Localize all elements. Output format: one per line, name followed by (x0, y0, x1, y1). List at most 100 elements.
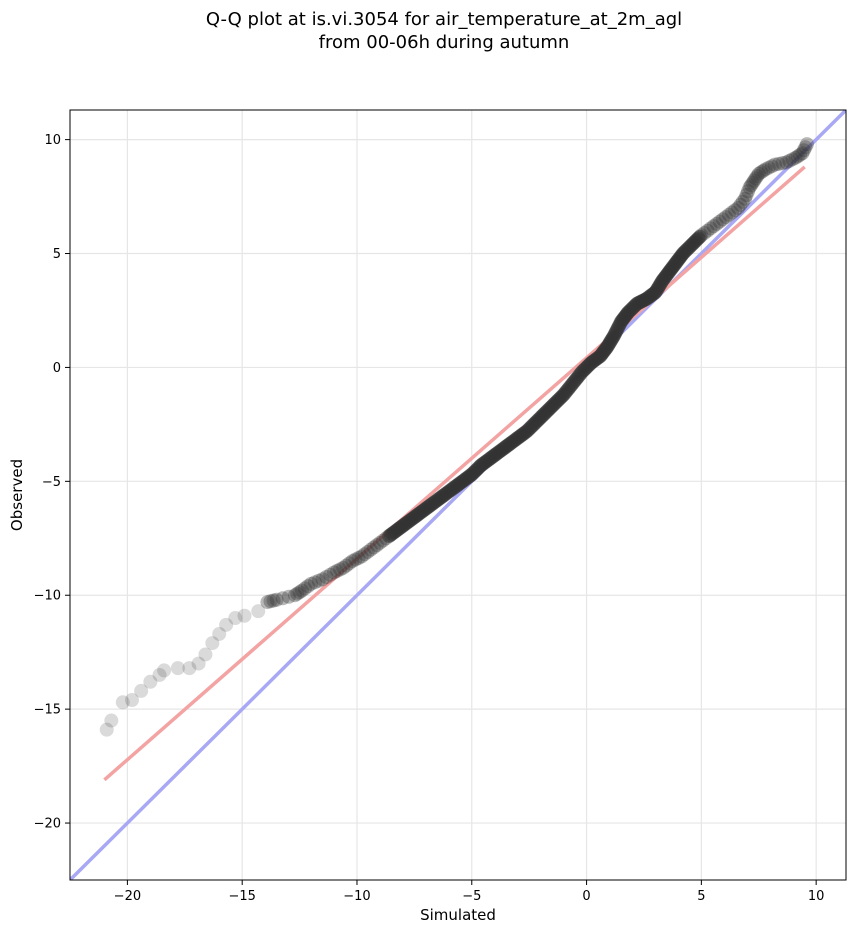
qq-point (315, 572, 330, 587)
qq-point (782, 153, 797, 168)
qq-point (366, 540, 381, 555)
y-tick-label: 5 (53, 247, 61, 262)
y-tick-label: −15 (34, 703, 61, 718)
qq-point (292, 585, 307, 600)
qq-point (363, 542, 378, 557)
qq-point (715, 212, 730, 227)
qq-point (728, 203, 743, 218)
qq-point (143, 674, 158, 689)
qq-point (771, 156, 786, 171)
x-tick-label: 0 (582, 889, 590, 904)
qq-point (327, 565, 342, 580)
qq-point (336, 560, 351, 575)
chart-title-line2: from 00-06h during autumn (319, 32, 570, 53)
qq-point (287, 588, 302, 603)
qq-point (182, 661, 197, 676)
qq-point (219, 617, 234, 632)
qq-point (297, 581, 312, 596)
qq-point (99, 722, 114, 737)
plot-frame (69, 109, 847, 881)
qq-point (697, 226, 712, 241)
qq-point (281, 589, 296, 604)
qq-point (205, 636, 220, 651)
qq-point (785, 152, 800, 167)
qq-point (266, 593, 281, 608)
qq-point (170, 661, 185, 676)
y-tick-label: 10 (44, 133, 61, 148)
qq-point (761, 160, 776, 175)
qq-point (735, 194, 750, 209)
qq-point (767, 157, 782, 172)
qq-point (733, 197, 748, 212)
qq-point (775, 156, 790, 171)
qq-point (788, 150, 803, 165)
qq-point (134, 683, 149, 698)
x-axis-label: Simulated (420, 906, 496, 924)
qq-point (323, 567, 338, 582)
data-points (99, 137, 814, 737)
qq-point (157, 663, 172, 678)
qq-point (339, 558, 354, 573)
qq-point (779, 155, 794, 170)
x-tick-label: 5 (697, 889, 705, 904)
qq-point (357, 547, 372, 562)
fit-line (103, 165, 806, 782)
qq-point (751, 166, 766, 181)
y-tick-label: −5 (42, 475, 61, 490)
qq-point (294, 583, 309, 598)
x-tick-label: −5 (462, 889, 481, 904)
x-tick-label: −15 (228, 889, 255, 904)
qq-point (712, 214, 727, 229)
qq-point (799, 137, 814, 152)
qq-point (260, 595, 275, 610)
y-tick-label: −20 (34, 817, 61, 832)
qq-point (793, 147, 808, 162)
qq-point (342, 556, 357, 571)
reference-lines (70, 110, 846, 880)
qq-point (758, 162, 773, 177)
x-tick-label: −10 (343, 889, 370, 904)
qq-point (756, 163, 771, 178)
y-tick-label: −10 (34, 589, 61, 604)
x-axis-ticks: −20 −15 −10 −5 0 5 10 (114, 880, 825, 904)
qq-point (700, 223, 715, 238)
qq-point (692, 229, 707, 244)
qq-point (275, 591, 290, 606)
qq-point (251, 604, 266, 619)
qq-point (124, 693, 139, 708)
y-axis-ticks: −20 −15 −10 −5 0 5 10 (34, 133, 70, 832)
qq-point (345, 554, 360, 569)
qq-point (311, 573, 326, 588)
qq-point (706, 219, 721, 234)
chart-title-line1: Q-Q plot at is.vi.3054 for air_temperatu… (206, 9, 682, 30)
qq-point (348, 552, 363, 567)
qq-point (754, 165, 769, 180)
qq-point (354, 549, 369, 564)
qq-point (290, 586, 305, 601)
qq-point (745, 175, 760, 190)
qq-point (796, 143, 811, 158)
qq-point (739, 188, 754, 203)
qq-point (263, 594, 278, 609)
qq-point (750, 169, 765, 184)
qq-point (741, 184, 756, 199)
qq-point (798, 140, 813, 155)
qq-point (744, 178, 759, 193)
qq-point (709, 216, 724, 231)
identity-line (70, 110, 846, 880)
qq-point (237, 608, 252, 623)
qq-point (369, 538, 384, 553)
qq-point (731, 200, 746, 215)
qq-point (737, 191, 752, 206)
qq-point (212, 626, 227, 641)
qq-point (152, 667, 167, 682)
qq-point (703, 221, 718, 236)
qq-point (319, 570, 334, 585)
x-tick-label: −20 (114, 889, 141, 904)
qq-point (747, 173, 762, 188)
qq-point (724, 205, 739, 220)
x-tick-label: 10 (808, 889, 825, 904)
qq-point (764, 159, 779, 174)
y-tick-label: 0 (53, 361, 61, 376)
